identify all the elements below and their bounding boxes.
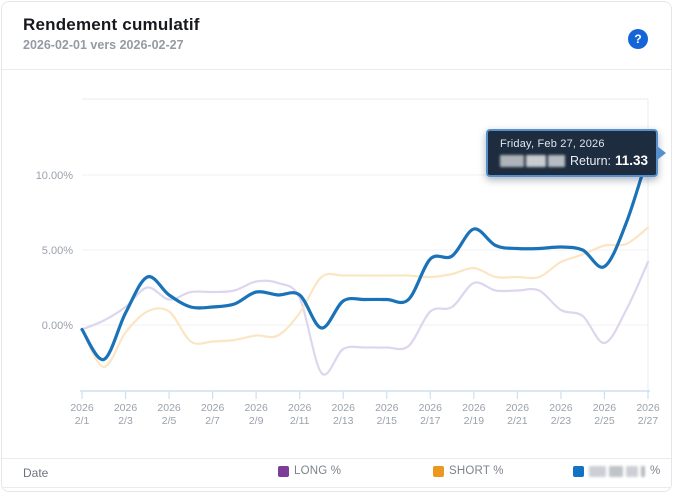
x-tick-label: 2026 2/21 [506,402,530,427]
x-tick-label: 2026 2/5 [157,402,181,427]
x-tick-label: 2026 2/27 [636,402,660,427]
chart-tooltip: Friday, Feb 27, 2026 Return: 11.33 [486,129,666,177]
y-gridlines [82,174,648,326]
series-line-redacted-main [80,153,650,362]
x-tick-label: 2026 2/3 [114,402,138,427]
x-tick-label: 2026 2/11 [288,402,312,427]
long-swatch-icon [278,465,289,477]
chart-area[interactable]: 10.00% 5.00% 0.00% 2026 2/1 2026 2/3 2026 2/5 202… [2,70,672,442]
date-range-subtitle: 2026-02-01 vers 2026-02-27 [23,38,184,52]
series-line-long- [80,260,650,376]
help-icon[interactable]: ? [628,29,648,49]
card-header: Rendement cumulatif 2026-02-01 vers 2026… [2,2,671,70]
legend-item-long[interactable]: LONG % [278,465,341,477]
x-axis-title: Date [23,466,49,480]
x-tick-label: 2026 2/15 [375,402,399,427]
tooltip-return-value: 11.33 [615,153,649,168]
legend-redacted-name [589,465,645,477]
x-tick-label: 2026 2/7 [201,402,225,427]
x-tick-label: 2026 2/9 [244,402,268,427]
x-tick-label: 2026 2/17 [419,402,443,427]
legend-bar: Date LONG % SHORT % % [2,458,671,488]
legend-main-suffix: % [650,465,661,477]
short-swatch-icon [433,465,444,477]
tooltip-redacted-series-name [500,154,565,167]
legend-long-label: LONG % [294,465,342,477]
legend-item-short[interactable]: SHORT % [433,465,504,477]
legend-item-main-redacted[interactable]: % [573,465,660,477]
legend-short-label: SHORT % [449,465,504,477]
y-tick-label: 5.00% [42,245,73,257]
x-tick-label: 2026 2/13 [332,402,356,427]
x-tick-label: 2026 2/25 [593,402,617,427]
x-axis-labels: 2026 2/1 2026 2/3 2026 2/5 2026 2/7 2026 2/9 2026 2… [70,391,660,427]
y-tick-label: 10.00% [36,170,74,182]
main-swatch-icon [573,465,584,477]
y-axis-labels: 10.00% 5.00% 0.00% [36,170,74,332]
tooltip-return-label: Return: [570,153,611,168]
series-line-short- [80,226,650,369]
x-tick-label: 2026 2/1 [70,402,94,427]
page-title: Rendement cumulatif [23,15,200,34]
y-tick-label: 0.00% [42,320,73,332]
x-tick-label: 2026 2/19 [462,402,486,427]
tooltip-date: Friday, Feb 27, 2026 [500,138,605,150]
x-tick-label: 2026 2/23 [549,402,573,427]
tooltip-value-row: Return: 11.33 [500,153,649,168]
